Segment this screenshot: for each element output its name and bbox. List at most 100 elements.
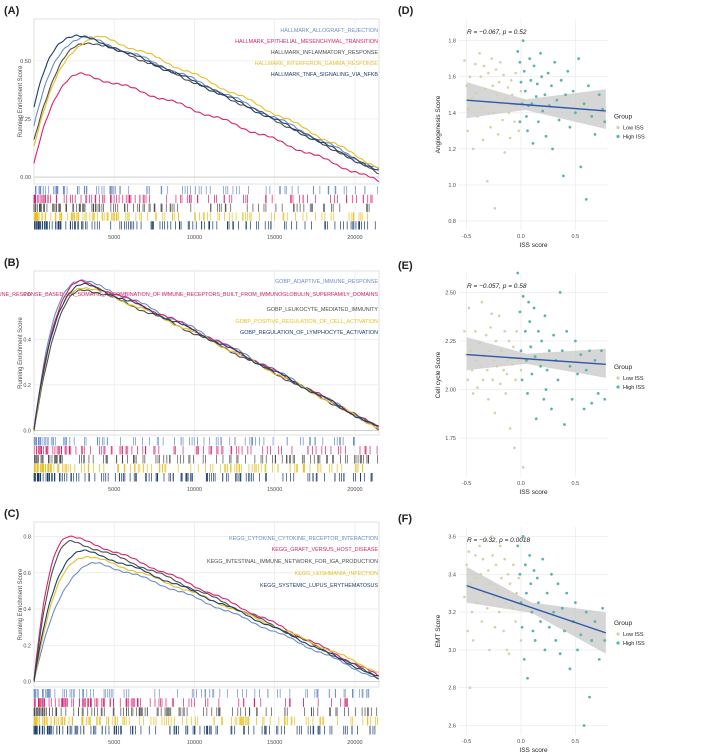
high-iss-point bbox=[541, 109, 545, 113]
high-iss-point bbox=[532, 64, 536, 68]
high-iss-point bbox=[533, 639, 537, 642]
y-tick-label: 0.4 bbox=[23, 337, 31, 343]
high-iss-point bbox=[566, 69, 570, 73]
low-iss-point bbox=[515, 104, 518, 107]
low-iss-point bbox=[463, 59, 466, 62]
x-tick-label: 0.5 bbox=[572, 739, 580, 745]
high-iss-point bbox=[558, 652, 562, 656]
high-iss-point bbox=[547, 349, 551, 353]
legend-entry: GOBP_POSITIVE_REGULATION_OF_CELL_ACTIVAT… bbox=[235, 319, 378, 325]
y-tick-label: 2.25 bbox=[445, 339, 456, 345]
x-axis-label: ISS score bbox=[519, 242, 548, 249]
high-iss-point bbox=[568, 667, 572, 671]
low-iss-point bbox=[465, 563, 468, 567]
low-iss-point bbox=[470, 610, 474, 614]
high-iss-point bbox=[540, 339, 544, 343]
y-tick-label: 0.00 bbox=[20, 175, 31, 181]
high-iss-point bbox=[554, 639, 558, 642]
low-iss-point bbox=[497, 314, 501, 318]
high-iss-point bbox=[545, 368, 549, 372]
low-iss-point bbox=[508, 582, 512, 586]
low-iss-point bbox=[487, 569, 490, 572]
high-iss-point bbox=[534, 417, 538, 421]
barcode-row-2 bbox=[33, 698, 348, 707]
low-iss-point bbox=[515, 329, 518, 333]
panel-label: (A) bbox=[4, 5, 20, 17]
low-iss-point bbox=[481, 378, 485, 382]
y-tick-label: 2.50 bbox=[445, 290, 456, 296]
y-axis-label: Angiogenesis Score bbox=[435, 95, 442, 153]
low-iss-point bbox=[493, 411, 497, 415]
high-iss-point bbox=[545, 591, 549, 595]
low-iss-point bbox=[505, 648, 509, 652]
high-iss-point bbox=[563, 629, 566, 633]
scatter-panel-e: (E) 1.75 2.00 2.25 2.50 -0.5 0.0 0.5 R = −0.057,… bbox=[398, 260, 645, 496]
high-iss-point bbox=[519, 349, 523, 353]
group-legend: Group Low ISS High ISS bbox=[614, 114, 645, 141]
y-tick-label: 0.0 bbox=[23, 680, 31, 686]
low-iss-point bbox=[490, 535, 493, 538]
high-iss-point bbox=[523, 563, 527, 567]
low-iss-point bbox=[490, 312, 493, 316]
low-iss-point bbox=[481, 138, 485, 142]
high-iss-point bbox=[551, 147, 554, 151]
low-iss-point bbox=[509, 79, 513, 82]
low-iss-point bbox=[481, 557, 485, 561]
y-tick-label: 2.00 bbox=[445, 388, 456, 394]
barcode-row-3 bbox=[33, 707, 378, 717]
high-iss-point bbox=[526, 676, 529, 680]
low-iss-point bbox=[507, 652, 511, 655]
high-iss-point bbox=[584, 610, 588, 614]
es-curve-4 bbox=[33, 287, 379, 432]
high-iss-point bbox=[573, 111, 577, 115]
low-iss-point bbox=[503, 557, 506, 561]
high-iss-point bbox=[516, 50, 520, 53]
high-iss-point bbox=[526, 392, 529, 395]
barcode-row-1 bbox=[33, 689, 370, 698]
high-iss-point bbox=[559, 78, 563, 82]
high-iss-point bbox=[526, 129, 529, 133]
high-iss-point bbox=[565, 591, 569, 595]
barcode-row-1 bbox=[33, 437, 355, 446]
legend-entry: GOBP_ADAPTIVE_IMMUNE_RESPONSE_BASED_ON_S… bbox=[0, 292, 378, 298]
low-iss-point bbox=[476, 601, 479, 604]
correlation-annotation: R = −0.057, p = 0.58 bbox=[467, 283, 527, 290]
x-tick-label: 0.5 bbox=[572, 481, 580, 487]
high-iss-point bbox=[579, 165, 583, 169]
high-iss-point bbox=[582, 724, 586, 727]
low-iss-point bbox=[476, 115, 479, 118]
low-iss-point bbox=[479, 364, 483, 368]
legend-high-marker bbox=[616, 385, 620, 389]
high-iss-point bbox=[528, 320, 532, 323]
legend-entry: GOBP_ADAPTIVE_IMMUNE_RESPONSE bbox=[275, 279, 378, 285]
high-iss-point bbox=[552, 333, 556, 337]
low-iss-point bbox=[487, 71, 490, 75]
high-iss-point bbox=[539, 51, 542, 55]
barcode-row-4 bbox=[33, 464, 363, 473]
low-iss-point bbox=[492, 111, 496, 115]
correlation-annotation: R = −0.067, p = 0.52 bbox=[467, 29, 527, 36]
x-tick-label: 15000 bbox=[267, 235, 282, 241]
low-iss-point bbox=[494, 68, 498, 71]
low-iss-point bbox=[466, 378, 470, 382]
low-iss-point bbox=[485, 180, 489, 183]
low-iss-point bbox=[488, 648, 491, 652]
high-iss-point bbox=[522, 657, 526, 661]
x-axis-label: ISS score bbox=[519, 747, 548, 753]
low-iss-point bbox=[499, 544, 502, 548]
y-tick-label: 1.4 bbox=[448, 111, 456, 117]
x-tick-label: 0.5 bbox=[572, 234, 580, 240]
es-curve-5 bbox=[33, 282, 379, 431]
legend-entry: GOBP_REGULATION_OF_LYMPHOCYTE_ACTIVATION bbox=[240, 330, 378, 336]
high-iss-point bbox=[543, 314, 547, 318]
high-iss-point bbox=[560, 606, 564, 610]
high-iss-point bbox=[523, 329, 527, 333]
high-iss-point bbox=[573, 339, 577, 343]
y-tick-label: 0.6 bbox=[23, 292, 31, 298]
legend-entry: KEGG_GRAFT_VERSUS_HOST_DISEASE bbox=[272, 547, 379, 553]
x-tick-label: 15000 bbox=[267, 740, 282, 746]
panel-label: (B) bbox=[4, 257, 20, 269]
low-iss-point bbox=[478, 51, 481, 55]
x-tick-label: 0.0 bbox=[517, 234, 525, 240]
low-iss-point bbox=[500, 576, 503, 580]
